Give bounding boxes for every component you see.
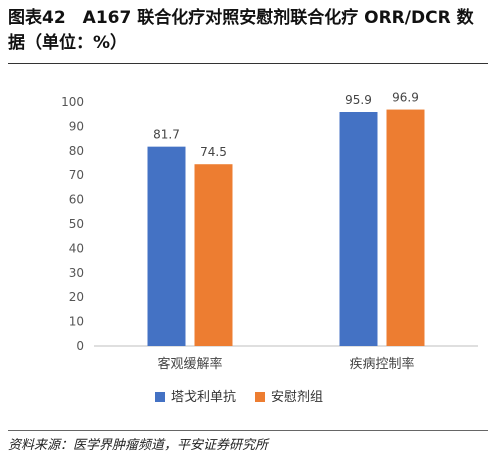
y-tick-label: 40 bbox=[69, 241, 84, 255]
y-tick-label: 20 bbox=[69, 290, 84, 304]
chart-title: 图表42 A167 联合化疗对照安慰剂联合化疗 ORR/DCR 数据（单位：%） bbox=[8, 8, 474, 53]
y-tick-label: 30 bbox=[69, 266, 84, 280]
y-tick-label: 60 bbox=[69, 193, 84, 207]
x-tick-label: 客观缓解率 bbox=[157, 356, 222, 372]
y-tick-label: 70 bbox=[69, 168, 84, 182]
labels-layer: 81.7 74.5 95.9 96.9 bbox=[153, 91, 419, 160]
bar bbox=[147, 146, 186, 346]
bar bbox=[339, 112, 378, 346]
data-label: 96.9 bbox=[392, 91, 419, 105]
y-tick-label: 80 bbox=[69, 144, 84, 158]
data-label: 95.9 bbox=[345, 93, 372, 107]
data-label: 74.5 bbox=[200, 145, 227, 159]
legend-label: 安慰剂组 bbox=[271, 390, 323, 405]
y-tick-label: 100 bbox=[61, 95, 84, 109]
legend-swatch bbox=[255, 392, 265, 402]
bar bbox=[194, 164, 233, 346]
bar bbox=[386, 109, 425, 347]
x-tick-label: 疾病控制率 bbox=[349, 356, 414, 372]
axis-layer: 0 10 20 30 40 50 60 70 80 90 100 客观缓解率 疾病控制率 bbox=[61, 95, 478, 372]
y-tick-label: 10 bbox=[69, 315, 84, 329]
y-tick-label: 0 bbox=[76, 339, 84, 353]
y-tick-label: 90 bbox=[69, 119, 84, 133]
source-note: 资料来源：医学界肿瘤频道，平安证券研究所 bbox=[8, 438, 269, 453]
legend: 塔戈利单抗 安慰剂组 bbox=[155, 390, 323, 405]
title-divider bbox=[8, 63, 488, 64]
legend-swatch bbox=[155, 392, 165, 402]
data-label: 81.7 bbox=[153, 128, 180, 142]
bars-layer bbox=[147, 109, 425, 347]
legend-label: 塔戈利单抗 bbox=[171, 390, 236, 405]
y-tick-label: 50 bbox=[69, 217, 84, 231]
source-divider bbox=[8, 430, 488, 431]
